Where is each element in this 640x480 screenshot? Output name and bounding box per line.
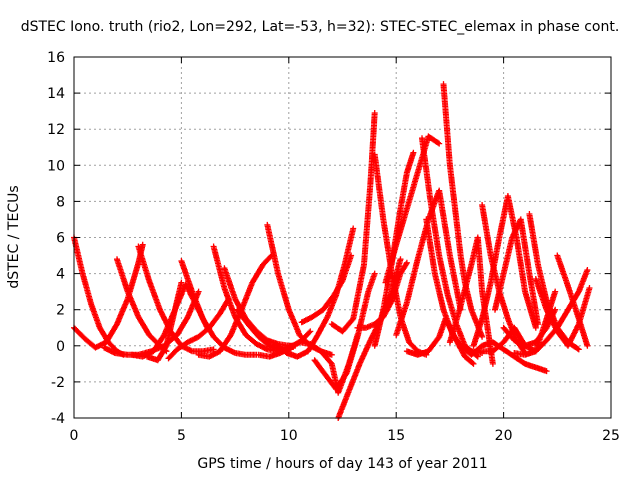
data-point-markers (195, 252, 275, 360)
x-tick-label: 15 (387, 428, 405, 444)
x-tick-label: 25 (602, 428, 620, 444)
data-point-markers (328, 110, 378, 335)
data-series (71, 234, 127, 358)
x-tick-label: 5 (177, 428, 186, 444)
y-tick-label: 10 (47, 158, 65, 174)
y-tick-label: -2 (51, 375, 65, 391)
x-tick-label: 10 (280, 428, 298, 444)
data-point-markers (210, 243, 282, 355)
data-series (328, 110, 378, 335)
data-series (272, 225, 357, 360)
x-tick-label: 0 (70, 428, 79, 444)
y-tick-label: 16 (47, 50, 65, 66)
data-point-markers (419, 135, 481, 360)
data-point-markers (71, 241, 146, 351)
data-series (298, 252, 355, 326)
data-series (264, 221, 335, 358)
axis-ticks: 0 5 10 15 20 25 -4 -2 0 2 4 6 8 10 12 14 16 (47, 50, 620, 444)
data-point-markers (71, 234, 127, 358)
data-point-markers (298, 252, 355, 326)
data-series (195, 252, 275, 360)
data-point-markers (264, 221, 335, 358)
data-point-markers (272, 225, 357, 360)
data-series (532, 276, 593, 349)
data-series (419, 135, 481, 360)
x-axis-label: GPS time / hours of day 143 of year 2011 (197, 456, 488, 472)
y-tick-label: 0 (56, 339, 65, 355)
y-axis-label: dSTEC / TECUs (6, 185, 22, 289)
chart-title: dSTEC Iono. truth (rio2, Lon=292, Lat=-5… (20, 19, 620, 35)
y-tick-label: -4 (51, 411, 65, 427)
y-tick-label: 6 (56, 231, 65, 247)
data-point-markers (178, 258, 260, 358)
data-point-markers (492, 216, 541, 328)
y-tick-label: 14 (47, 86, 65, 102)
data-points (71, 81, 593, 421)
x-tick-label: 20 (495, 428, 513, 444)
data-point-markers (532, 276, 593, 349)
data-series (492, 216, 541, 328)
data-series (71, 241, 146, 351)
y-tick-label: 2 (56, 303, 65, 319)
data-series (210, 243, 282, 355)
data-series (178, 258, 260, 358)
y-tick-label: 8 (56, 194, 65, 210)
y-tick-label: 12 (47, 122, 65, 138)
y-tick-label: 4 (56, 267, 65, 283)
